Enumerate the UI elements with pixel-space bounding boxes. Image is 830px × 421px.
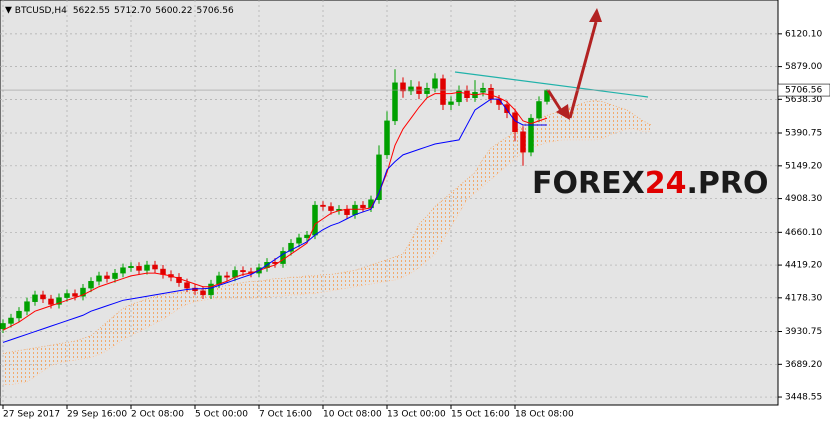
- candle-body: [8, 317, 14, 324]
- candle-body: [456, 90, 462, 103]
- candle-body: [32, 294, 38, 302]
- candle-body: [64, 293, 70, 298]
- candle-body: [536, 101, 542, 119]
- x-tick-label: 15 Oct 16:00: [451, 410, 510, 420]
- candle-body: [112, 272, 118, 279]
- y-tick-label: 4178.30: [785, 293, 822, 303]
- high-label: 5712.70: [114, 6, 151, 16]
- header: ▼ BTCUSD,H4 5622.55 5712.70 5600.22 5706.56: [5, 6, 234, 16]
- candle-body: [328, 206, 334, 211]
- close-label: 5706.56: [196, 6, 233, 16]
- cloud-fill: [3, 100, 651, 385]
- candle-body: [152, 264, 158, 270]
- candle-body: [48, 298, 54, 305]
- candle-body: [320, 204, 326, 207]
- cloud-span-line: [3, 128, 651, 386]
- candle-body: [216, 275, 222, 285]
- x-tick-label: 27 Sep 2017: [3, 410, 60, 420]
- candle-body: [144, 264, 150, 271]
- plot-area: [0, 0, 779, 406]
- candle-body: [304, 234, 310, 239]
- x-tick-label: 5 Oct 00:00: [195, 410, 248, 420]
- candle-body: [80, 287, 86, 297]
- arrow-down: [546, 89, 564, 113]
- candle-body: [344, 208, 350, 215]
- candle-body: [312, 204, 318, 236]
- candle-body: [440, 78, 446, 105]
- candle-body: [424, 87, 430, 94]
- candle-body: [56, 297, 62, 305]
- y-tick-label: 5390.75: [785, 128, 822, 138]
- indicator-line: [2, 91, 548, 331]
- candle-body: [504, 104, 510, 113]
- candle-body: [432, 78, 438, 89]
- candle-body: [296, 237, 302, 244]
- indicator-line: [2, 98, 547, 343]
- x-tick-label: 2 Oct 08:00: [131, 410, 184, 420]
- x-tick-label: 29 Sep 16:00: [67, 410, 127, 420]
- y-tick-label: 3448.55: [785, 393, 822, 403]
- indicator-lines: [2, 91, 548, 343]
- cloud: [2, 100, 652, 386]
- candle-body: [376, 154, 382, 200]
- candle-body: [208, 283, 214, 296]
- candle-body: [104, 275, 110, 279]
- watermark-part: FOREX: [532, 166, 645, 201]
- open-label: 5622.55: [73, 6, 110, 16]
- candle-body: [88, 281, 94, 289]
- candle-body: [72, 293, 78, 297]
- candle-body: [160, 268, 166, 275]
- candle-body: [120, 267, 126, 274]
- trend-line: [454, 71, 649, 98]
- y-tick-label: 4908.30: [785, 194, 822, 204]
- candle-body: [24, 301, 30, 312]
- price-tag: [777, 83, 830, 97]
- candle-body: [0, 323, 6, 330]
- x-tick-label: 18 Oct 08:00: [515, 410, 574, 420]
- candle-body: [408, 86, 414, 92]
- arrow-up: [568, 21, 598, 119]
- candle-body: [240, 270, 246, 273]
- y-tick-label: 3689.20: [785, 360, 822, 370]
- x-tick-label: 13 Oct 00:00: [387, 410, 446, 420]
- x-tick-label: 7 Oct 16:00: [259, 410, 312, 420]
- symbol: BTCUSD,H4: [15, 6, 67, 16]
- candles: [0, 69, 550, 333]
- candle-body: [400, 82, 406, 92]
- candle-body: [392, 82, 398, 122]
- arrow-head: [589, 8, 602, 22]
- candle-body: [528, 117, 534, 153]
- y-tick-label: 5638.30: [785, 95, 822, 105]
- y-tick-label: 4419.20: [785, 261, 822, 271]
- watermark: FOREX24.PRO: [532, 166, 768, 201]
- candle-body: [136, 266, 142, 271]
- candle-body: [40, 294, 46, 300]
- y-tick-label: 6120.10: [785, 29, 822, 39]
- y-tick-label: 5149.20: [785, 161, 822, 171]
- low-label: 5600.22: [155, 6, 192, 16]
- candle-body: [128, 266, 134, 268]
- candle-body: [96, 275, 102, 282]
- candle-body: [200, 290, 206, 296]
- arrow-head: [556, 104, 570, 120]
- candle-body: [224, 275, 230, 278]
- y-tick-label: 5879.00: [785, 62, 822, 72]
- y-tick-label: 3930.75: [785, 327, 822, 337]
- forecast-arrows: [546, 8, 602, 120]
- candle-body: [288, 242, 294, 252]
- x-tick-label: 10 Oct 08:00: [323, 410, 382, 420]
- candle-body: [448, 101, 454, 105]
- candle-body: [520, 131, 526, 153]
- candle-body: [352, 204, 358, 215]
- candle-body: [384, 120, 390, 156]
- price-tag-label: 5706.56: [785, 86, 822, 96]
- watermark-part: 24: [645, 166, 687, 201]
- candle-body: [360, 204, 366, 209]
- y-tick-label: 4660.10: [785, 228, 822, 238]
- watermark-part: .PRO: [686, 166, 768, 201]
- candle-body: [184, 282, 190, 289]
- candle-body: [16, 310, 22, 319]
